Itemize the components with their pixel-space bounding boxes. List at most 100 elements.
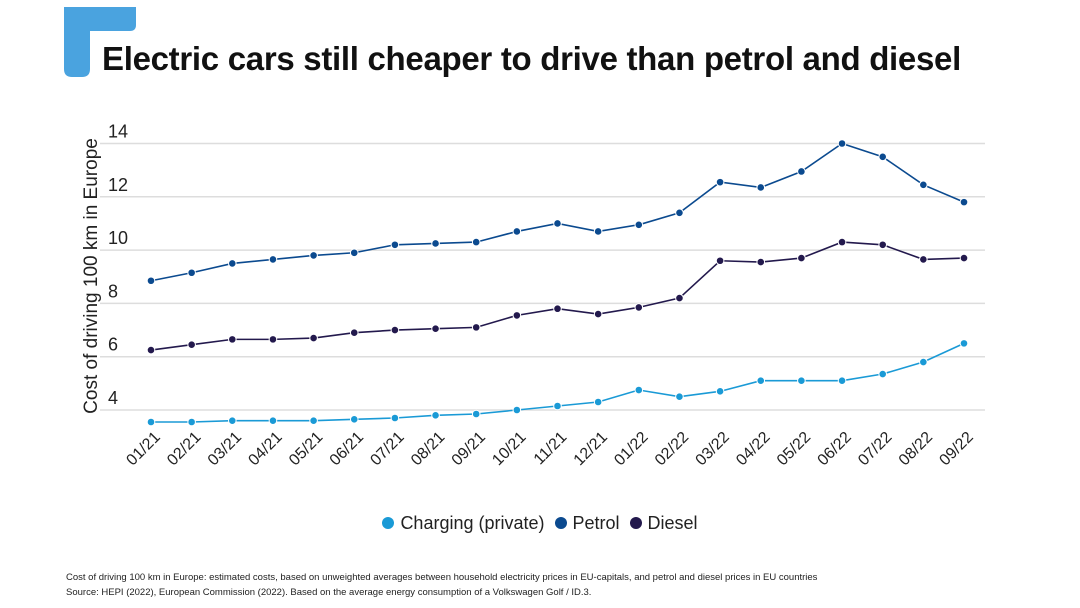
data-point <box>146 345 156 355</box>
data-point <box>634 220 644 230</box>
x-tick-label: 02/21 <box>164 429 204 469</box>
x-tick-label: 03/22 <box>693 429 733 469</box>
data-point <box>675 392 684 401</box>
data-point <box>309 251 318 260</box>
data-point <box>349 415 359 424</box>
y-axis-label: Cost of driving 100 km in Europe <box>81 138 102 414</box>
data-point <box>146 417 156 427</box>
data-point <box>837 139 847 148</box>
legend-item: Charging (private) <box>382 513 545 533</box>
data-point <box>593 397 603 407</box>
x-tick-label: 11/21 <box>531 429 571 469</box>
x-tick-label: 07/21 <box>367 429 407 469</box>
data-point <box>187 340 196 350</box>
x-tick-label: 10/21 <box>489 429 529 469</box>
data-point <box>512 311 522 320</box>
data-point <box>919 357 928 367</box>
chart-title: Electric cars still cheaper to drive tha… <box>102 40 961 77</box>
data-point <box>837 237 847 247</box>
data-point <box>349 248 359 258</box>
data-point <box>756 257 766 267</box>
x-tick-label: 01/21 <box>123 429 163 469</box>
data-point <box>756 376 766 385</box>
data-point <box>268 335 278 344</box>
data-point <box>431 324 440 334</box>
data-point <box>309 416 318 425</box>
data-point <box>715 387 725 396</box>
legend-item: Diesel <box>629 513 698 533</box>
data-point <box>959 197 969 207</box>
data-point <box>959 339 969 348</box>
legend-label: Charging (private) <box>400 513 545 533</box>
x-tick-label: 06/22 <box>815 429 855 469</box>
data-point <box>959 253 969 263</box>
data-point <box>471 237 481 247</box>
legend-marker-icon <box>554 517 567 529</box>
data-point <box>268 416 278 425</box>
x-tick-label: 06/21 <box>327 429 367 469</box>
data-point <box>268 255 278 264</box>
x-tick-label: 09/22 <box>936 429 976 469</box>
data-point <box>919 180 928 190</box>
legend-marker-icon <box>629 517 642 529</box>
data-point <box>471 409 481 419</box>
data-point <box>553 304 562 314</box>
data-point <box>553 219 562 228</box>
footnote-description: Cost of driving 100 km in Europe: estima… <box>66 572 818 583</box>
data-point <box>349 328 359 338</box>
data-point <box>756 183 766 192</box>
data-point <box>797 376 806 385</box>
data-point <box>715 177 725 187</box>
x-tick-label: 04/22 <box>733 429 773 469</box>
data-point <box>228 259 237 268</box>
y-tick-label: 6 <box>108 335 118 355</box>
x-tick-label: 01/22 <box>611 429 651 469</box>
y-tick-label: 12 <box>108 175 128 195</box>
data-point <box>634 385 644 395</box>
data-point <box>593 309 603 319</box>
x-tick-label: 08/21 <box>408 429 448 469</box>
y-tick-label: 4 <box>108 388 118 408</box>
legend: Charging (private) Petrol Diesel <box>0 513 1080 534</box>
y-tick-label: 8 <box>108 281 118 301</box>
data-point <box>837 376 847 385</box>
y-tick-label: 14 <box>108 122 128 142</box>
data-point <box>553 401 562 411</box>
data-point <box>512 227 522 236</box>
data-point <box>431 239 440 248</box>
data-point <box>512 405 522 415</box>
x-tick-label: 09/21 <box>449 429 489 469</box>
x-tick-label: 02/22 <box>652 429 692 469</box>
data-point <box>797 253 806 263</box>
data-point <box>715 256 725 266</box>
data-point <box>878 369 888 379</box>
brand-logo <box>64 7 136 77</box>
data-point <box>675 208 684 218</box>
data-point <box>187 417 196 427</box>
data-point <box>390 325 400 335</box>
x-tick-label: 05/22 <box>774 429 814 469</box>
footnote-source: Source: HEPI (2022), European Commission… <box>66 587 592 598</box>
legend-marker-icon <box>382 517 395 529</box>
x-tick-label: 04/21 <box>245 429 285 469</box>
data-point <box>878 152 888 162</box>
data-point <box>309 333 318 343</box>
x-tick-label: 05/21 <box>286 429 326 469</box>
data-point <box>187 268 196 278</box>
x-tick-label: 03/21 <box>205 429 245 469</box>
data-point <box>431 411 440 420</box>
data-point <box>390 413 400 423</box>
legend-label: Diesel <box>647 513 698 533</box>
data-point <box>146 276 156 286</box>
data-point <box>228 335 237 344</box>
data-point <box>919 255 928 264</box>
y-tick-label: 10 <box>108 228 128 248</box>
data-point <box>878 240 888 250</box>
x-tick-label: 08/22 <box>896 429 936 469</box>
x-tick-label: 12/21 <box>571 429 611 469</box>
data-point <box>471 323 481 332</box>
x-tick-label: 07/22 <box>855 429 895 469</box>
data-point <box>797 167 806 176</box>
data-point <box>228 416 237 425</box>
data-point <box>593 227 603 236</box>
